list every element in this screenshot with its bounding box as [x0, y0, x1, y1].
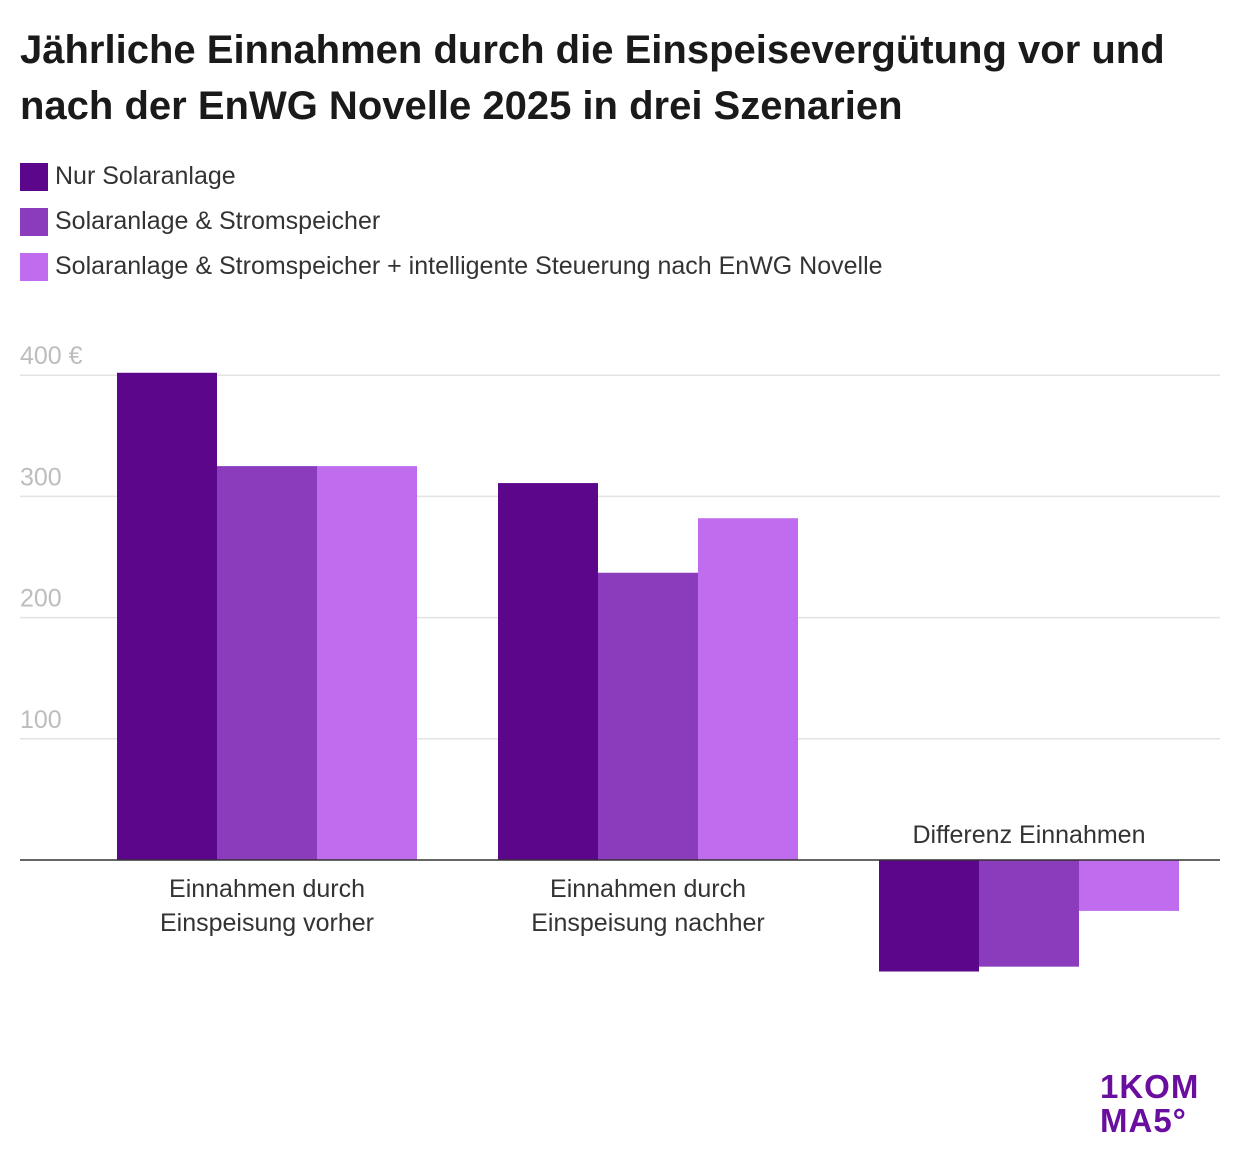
bar: [117, 372, 217, 860]
legend-item-nur-solaranlage: Nur Solaranlage: [20, 154, 883, 199]
bar: [879, 860, 979, 972]
legend-swatch: [20, 252, 48, 281]
legend-label: Nur Solaranlage: [55, 162, 236, 190]
legend-item-intelligente-steuerung: Solaranlage & Stromspeicher + intelligen…: [20, 244, 883, 289]
logo-line-2: MA5°: [1100, 1102, 1187, 1139]
legend-label: Solaranlage & Stromspeicher: [55, 207, 381, 235]
y-tick-label: 100: [20, 706, 62, 734]
y-tick-label: 200: [20, 585, 62, 613]
legend-swatch: [20, 162, 48, 191]
bar: [598, 572, 698, 860]
logo-line-1: 1KOM: [1100, 1068, 1200, 1105]
legend-swatch: [20, 207, 48, 236]
legend-label: Solaranlage & Stromspeicher + intelligen…: [55, 252, 883, 280]
category-label: Einnahmen durch: [550, 875, 746, 903]
bar: [1079, 860, 1179, 911]
category-label: Differenz Einnahmen: [912, 821, 1145, 849]
category-label: Einnahmen durch: [169, 875, 365, 903]
bar: [317, 466, 417, 860]
y-tick-label: 300: [20, 463, 62, 491]
y-tick-label: 400 €: [20, 342, 83, 370]
legend: Nur Solaranlage Solaranlage & Stromspeic…: [20, 154, 883, 289]
category-label: Einspeisung nachher: [531, 909, 765, 937]
bar: [979, 860, 1079, 967]
chart-title: Jährliche Einnahmen durch die Einspeisev…: [20, 28, 1165, 128]
bar: [217, 466, 317, 860]
bar: [498, 483, 598, 860]
legend-item-solaranlage-stromspeicher: Solaranlage & Stromspeicher: [20, 199, 883, 244]
category-label: Einspeisung vorher: [160, 909, 374, 937]
bar: [698, 518, 798, 860]
brand-logo: 1KOM MA5°: [1100, 1070, 1215, 1138]
